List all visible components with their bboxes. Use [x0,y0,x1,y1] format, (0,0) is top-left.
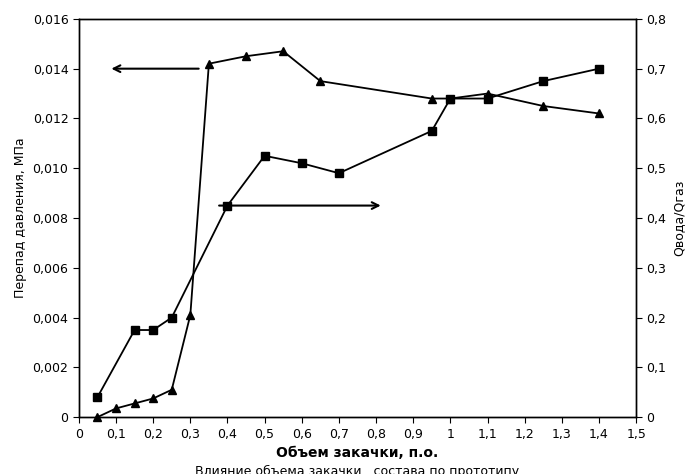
Text: Влияние объема закачки   состава по прототипу: Влияние объема закачки состава по протот… [196,465,519,474]
Y-axis label: Qвода/Qгаз: Qвода/Qгаз [672,180,685,256]
X-axis label: Объем закачки, п.о.: Объем закачки, п.о. [276,446,439,460]
Y-axis label: Перепад давления, МПа: Перепад давления, МПа [14,138,27,298]
